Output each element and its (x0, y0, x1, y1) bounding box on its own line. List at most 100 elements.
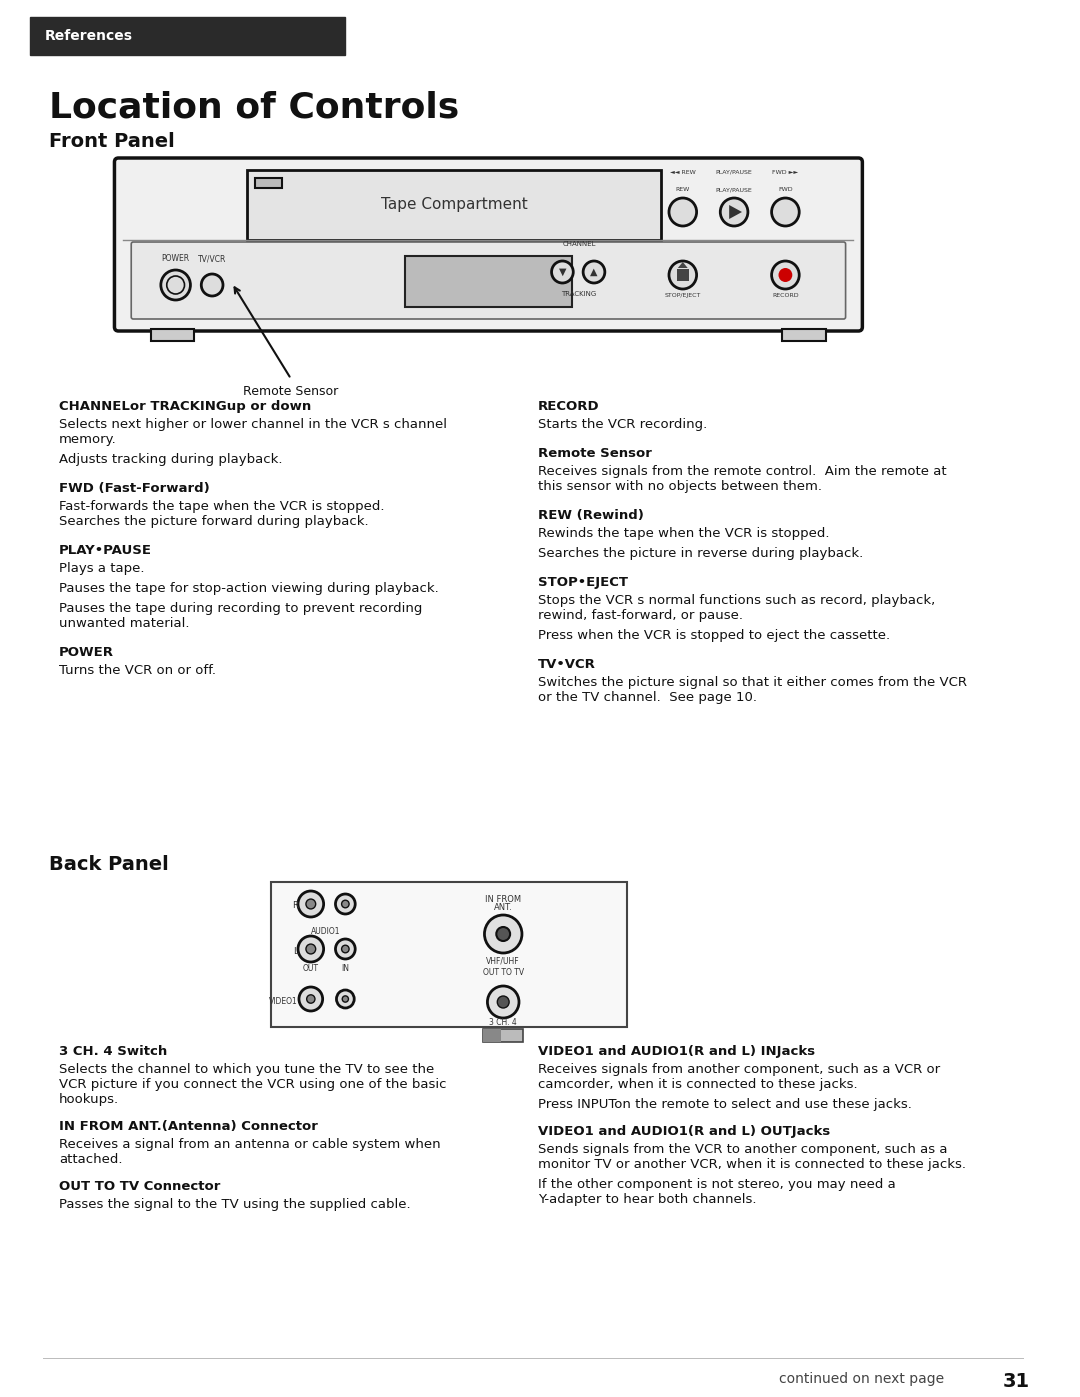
Text: unwanted material.: unwanted material. (59, 617, 190, 630)
Text: STOP•EJECT: STOP•EJECT (538, 576, 627, 590)
Text: Rewinds the tape when the VCR is stopped.: Rewinds the tape when the VCR is stopped… (538, 527, 829, 541)
Circle shape (201, 274, 222, 296)
Text: Fast-forwards the tape when the VCR is stopped.: Fast-forwards the tape when the VCR is s… (59, 500, 384, 513)
Text: VCR picture if you connect the VCR using one of the basic: VCR picture if you connect the VCR using… (59, 1078, 447, 1091)
Text: attached.: attached. (59, 1153, 123, 1166)
Bar (484, 1030, 523, 1042)
Circle shape (552, 261, 573, 284)
Text: Turns the VCR on or off.: Turns the VCR on or off. (59, 664, 216, 678)
Text: AUDIO1: AUDIO1 (311, 928, 340, 936)
Text: this sensor with no objects between them.: this sensor with no objects between them… (538, 481, 822, 493)
Text: Front Panel: Front Panel (50, 131, 175, 151)
Text: Remote Sensor: Remote Sensor (538, 447, 651, 460)
Circle shape (336, 894, 355, 914)
Circle shape (299, 988, 323, 1011)
Text: FWD: FWD (778, 187, 793, 191)
Text: ▼: ▼ (558, 267, 566, 277)
Text: VIDEO1 and AUDIO1(R and L) INJacks: VIDEO1 and AUDIO1(R and L) INJacks (538, 1045, 815, 1058)
Text: Pauses the tape for stop-action viewing during playback.: Pauses the tape for stop-action viewing … (59, 583, 438, 595)
Text: PLAY•PAUSE: PLAY•PAUSE (59, 543, 152, 557)
Text: CHANNEL: CHANNEL (563, 242, 596, 247)
Text: monitor TV or another VCR, when it is connected to these jacks.: monitor TV or another VCR, when it is co… (538, 1158, 966, 1171)
Circle shape (720, 198, 748, 226)
Text: VHF/UHF: VHF/UHF (486, 957, 521, 965)
Text: References: References (44, 29, 133, 43)
Circle shape (669, 261, 697, 289)
Circle shape (298, 936, 324, 963)
Text: PLAY/PAUSE: PLAY/PAUSE (716, 170, 753, 175)
Circle shape (779, 268, 793, 282)
FancyBboxPatch shape (114, 158, 862, 331)
Text: VIDEO1 and AUDIO1(R and L) OUTJacks: VIDEO1 and AUDIO1(R and L) OUTJacks (538, 1125, 831, 1139)
Circle shape (307, 995, 315, 1003)
Text: ◄◄ REW: ◄◄ REW (670, 170, 696, 175)
Bar (405, 256, 572, 307)
Text: continued on next page: continued on next page (780, 1372, 945, 1386)
Text: Back Panel: Back Panel (50, 855, 170, 875)
Text: Plays a tape.: Plays a tape. (59, 562, 145, 576)
Text: Sends signals from the VCR to another component, such as a: Sends signals from the VCR to another co… (538, 1143, 947, 1155)
Circle shape (497, 996, 509, 1009)
Polygon shape (678, 263, 688, 268)
Text: OUT TO TV Connector: OUT TO TV Connector (59, 1180, 220, 1193)
Text: Adjusts tracking during playback.: Adjusts tracking during playback. (59, 453, 283, 467)
Text: Receives signals from another component, such as a VCR or: Receives signals from another component,… (538, 1063, 940, 1076)
Circle shape (487, 986, 519, 1018)
Text: TV•VCR: TV•VCR (538, 658, 596, 671)
Bar (484, 1030, 501, 1042)
Text: Searches the picture forward during playback.: Searches the picture forward during play… (59, 515, 369, 528)
Bar (246, 170, 661, 240)
Text: IN FROM ANT.(Antenna) Connector: IN FROM ANT.(Antenna) Connector (59, 1120, 319, 1133)
Text: Remote Sensor: Remote Sensor (243, 386, 339, 398)
Text: Press when the VCR is stopped to eject the cassette.: Press when the VCR is stopped to eject t… (538, 629, 890, 643)
Bar (782, 330, 826, 341)
Text: TV/VCR: TV/VCR (198, 254, 227, 263)
Polygon shape (729, 205, 742, 219)
Circle shape (669, 198, 697, 226)
Circle shape (497, 928, 510, 942)
Text: FWD (Fast-Forward): FWD (Fast-Forward) (59, 482, 210, 495)
FancyBboxPatch shape (132, 242, 846, 319)
Circle shape (342, 996, 349, 1002)
Text: 3 CH. 4 Switch: 3 CH. 4 Switch (59, 1045, 167, 1058)
Text: OUT: OUT (302, 964, 319, 972)
Circle shape (485, 915, 522, 953)
Circle shape (337, 990, 354, 1009)
Text: ▲: ▲ (591, 267, 597, 277)
Text: hookups.: hookups. (59, 1092, 119, 1106)
Text: POWER: POWER (162, 254, 190, 263)
Text: L: L (293, 947, 298, 956)
Circle shape (771, 198, 799, 226)
Text: If the other component is not stereo, you may need a: If the other component is not stereo, yo… (538, 1178, 895, 1192)
Text: POWER: POWER (59, 645, 114, 659)
Text: 3 CH. 4: 3 CH. 4 (489, 1018, 517, 1027)
Text: REW: REW (676, 187, 690, 191)
Text: TRACKING: TRACKING (562, 291, 597, 298)
Text: RECORD: RECORD (538, 400, 599, 414)
Circle shape (161, 270, 190, 300)
Circle shape (306, 900, 315, 909)
Text: Passes the signal to the TV using the supplied cable.: Passes the signal to the TV using the su… (59, 1199, 410, 1211)
Text: Pauses the tape during recording to prevent recording: Pauses the tape during recording to prev… (59, 602, 422, 615)
Circle shape (771, 261, 799, 289)
Text: R: R (292, 901, 298, 911)
Bar (677, 270, 689, 281)
Circle shape (336, 939, 355, 958)
Text: Y-adapter to hear both channels.: Y-adapter to hear both channels. (538, 1193, 756, 1206)
Text: ANT.: ANT. (494, 902, 513, 912)
Text: Tape Compartment: Tape Compartment (380, 197, 527, 212)
Text: CHANNELor TRACKINGup or down: CHANNELor TRACKINGup or down (59, 400, 311, 414)
Text: RECORD: RECORD (772, 293, 799, 298)
Text: FWD ►►: FWD ►► (772, 170, 798, 175)
Text: Receives a signal from an antenna or cable system when: Receives a signal from an antenna or cab… (59, 1139, 441, 1151)
Bar (29, 17, 346, 54)
Text: Switches the picture signal so that it either comes from the VCR: Switches the picture signal so that it e… (538, 676, 967, 689)
Text: or the TV channel.  See page 10.: or the TV channel. See page 10. (538, 692, 757, 704)
Text: rewind, fast-forward, or pause.: rewind, fast-forward, or pause. (538, 609, 743, 622)
Text: memory.: memory. (59, 433, 117, 446)
Circle shape (583, 261, 605, 284)
Text: Location of Controls: Location of Controls (50, 89, 460, 124)
Text: Stops the VCR s normal functions such as record, playback,: Stops the VCR s normal functions such as… (538, 594, 935, 608)
Text: IN FROM: IN FROM (485, 895, 522, 904)
Text: OUT TO TV: OUT TO TV (483, 968, 524, 977)
